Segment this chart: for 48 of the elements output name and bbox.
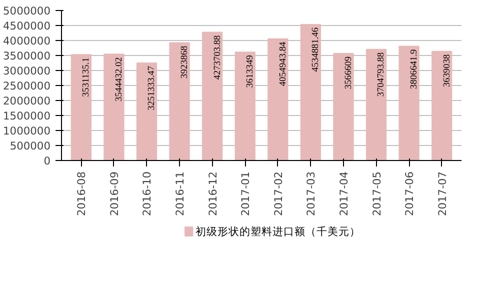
y-tick-label: 5000000 xyxy=(3,4,51,18)
bar xyxy=(104,54,124,160)
bar xyxy=(234,52,256,160)
data-label: 3531135.1 xyxy=(82,57,92,97)
data-label: 3704793.88 xyxy=(376,52,387,97)
bar xyxy=(366,48,387,160)
data-label: 4273703.88 xyxy=(212,34,223,80)
bar xyxy=(202,32,223,160)
x-tick-label: 2017-06 xyxy=(403,171,416,216)
data-label: 4534881.46 xyxy=(311,27,322,72)
y-tick-label: 3500000 xyxy=(3,50,51,62)
y-tick-label: 4500000 xyxy=(3,20,51,32)
y-tick-label: 4000000 xyxy=(3,34,51,48)
x-tick-label: 2017-04 xyxy=(337,171,350,216)
x-tick-label: 2017-01 xyxy=(239,171,252,216)
y-tick-label: 500000 xyxy=(10,140,51,152)
x-tick-label: 2017-02 xyxy=(272,171,285,216)
x-tick-label: 2016-11 xyxy=(174,171,187,216)
x-tick-label: 2016-09 xyxy=(108,171,121,216)
bar xyxy=(70,54,92,160)
bar xyxy=(169,42,190,160)
x-tick-label: 2017-03 xyxy=(304,171,318,216)
y-tick-label: 0 xyxy=(44,154,51,168)
bar xyxy=(136,62,158,160)
legend-label: 初级形状的塑料进口额（千美元） xyxy=(196,225,361,238)
x-tick-label: 2017-05 xyxy=(370,171,384,216)
x-tick-label: 2016-08 xyxy=(75,171,88,216)
data-label: 3806641.9 xyxy=(410,48,420,89)
data-label: 3923868 xyxy=(180,45,190,78)
y-tick-label: 1000000 xyxy=(3,124,51,138)
bar xyxy=(300,24,322,160)
bar xyxy=(268,38,288,160)
bar xyxy=(333,53,354,160)
x-tick-label: 2017-07 xyxy=(436,171,449,216)
x-tick-label: 2016-12 xyxy=(206,171,220,216)
y-tick-label: 2500000 xyxy=(3,80,51,92)
data-label: 4054943.84 xyxy=(278,42,288,86)
data-label: 3544432.02 xyxy=(114,56,124,102)
y-tick-label: 2000000 xyxy=(3,94,51,108)
bar xyxy=(431,50,452,160)
data-label: 3639038 xyxy=(442,54,452,87)
data-label: 3613349 xyxy=(246,54,256,88)
x-tick-label: 2016-10 xyxy=(140,171,154,216)
y-tick-label: 1500000 xyxy=(3,110,51,122)
data-label: 3566609 xyxy=(344,56,354,90)
y-tick-label: 3000000 xyxy=(3,64,51,78)
bar xyxy=(398,46,420,160)
data-label: 3251333.47 xyxy=(147,66,158,110)
